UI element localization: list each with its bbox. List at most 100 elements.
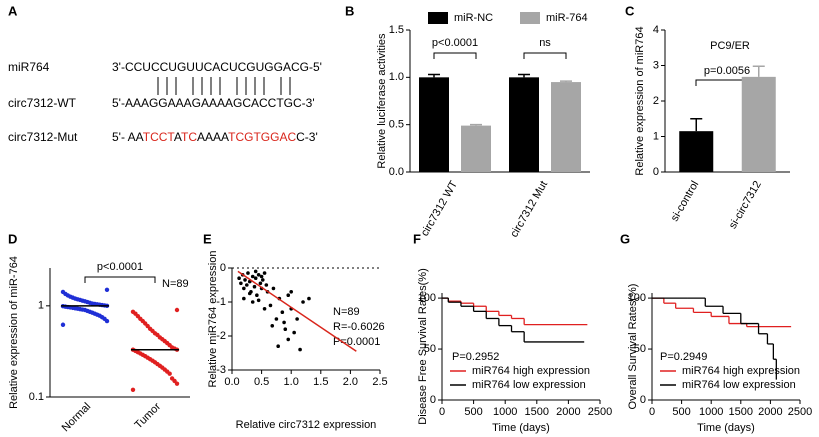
annotation: p<0.0001 [432, 37, 478, 49]
panel-label: A [8, 3, 18, 18]
x-tick-label: Normal [60, 401, 94, 435]
y-tick-label: 4 [653, 24, 659, 36]
legend-label: miR764 low expression [472, 379, 586, 391]
panel-label: B [345, 3, 354, 18]
annotation: P=0.0001 [333, 336, 380, 348]
panel-label: C [625, 3, 635, 18]
annotation: P=0.2952 [452, 351, 499, 363]
data-point [130, 309, 136, 315]
data-point [242, 296, 246, 301]
y-axis-label: Relative miR764 expression [207, 251, 219, 388]
y-tick-label: -1 [216, 296, 226, 308]
y-tick-label: 3 [653, 59, 659, 71]
x-tick-label: 1500 [729, 406, 753, 418]
x-tick-label: 2000 [556, 406, 580, 418]
data-point [104, 287, 110, 292]
data-point [268, 303, 273, 308]
x-axis-label: Time (days) [492, 422, 550, 434]
data-point [271, 286, 276, 291]
x-tick-label: 2500 [588, 406, 612, 418]
x-axis-label: Time (days) [697, 422, 755, 434]
sequence-name: circ7312-WT [8, 96, 77, 110]
x-tick-label: 500 [464, 406, 482, 418]
significance-bracket [433, 52, 477, 59]
panel-label: E [203, 231, 212, 246]
data-point [282, 320, 286, 325]
data-point [252, 284, 257, 289]
y-axis-label: Disease Free Survival Rates(%) [417, 268, 429, 425]
significance-bracket [523, 52, 567, 59]
annotation: P=0.2949 [660, 351, 707, 363]
x-tick-label: 1000 [699, 406, 723, 418]
data-point [264, 283, 269, 287]
legend-label: miR764 low expression [682, 379, 796, 391]
x-tick-label: 2500 [788, 406, 812, 418]
x-tick-label: 1000 [493, 406, 517, 418]
sequence-segment: TCCT [143, 130, 176, 144]
x-tick-label: si-circ7312 [727, 179, 764, 231]
y-axis-label: Relative expression of miR-764 [8, 256, 20, 409]
data-point [253, 276, 258, 281]
annotation: R=-0.6026 [333, 321, 385, 333]
sequence: 3'-CCUCCUGUUCACUCGUGGACG-5' [112, 60, 322, 74]
sequence-segment: TCGTGGAC [228, 130, 296, 144]
y-tick-label: 0.5 [389, 119, 404, 131]
data-point [289, 290, 294, 294]
x-tick-label: circ7312 Mut [508, 179, 550, 240]
error-bar [518, 73, 530, 78]
bar [551, 82, 581, 172]
x-tick-label: 0.0 [224, 376, 239, 388]
data-point [276, 344, 280, 349]
legend-label: miR-764 [546, 12, 588, 24]
y-tick-label: 2 [653, 95, 659, 107]
data-point [242, 286, 246, 291]
x-tick-label: 2.0 [343, 376, 358, 388]
data-point [247, 291, 252, 296]
data-point [292, 330, 296, 335]
data-point [262, 271, 267, 275]
x-tick-label: 1500 [525, 406, 549, 418]
data-point [174, 307, 180, 313]
sequence: 5'- AATCCTATCAAAATCGTGGACC-3' [112, 130, 318, 144]
chart-title: PC9/ER [710, 40, 750, 52]
y-tick-label: 1 [653, 130, 659, 142]
data-point [298, 347, 302, 352]
x-tick-label: si-control [669, 179, 702, 224]
sequence-segment: 5'-AAAGGAAAGAAAAGCACCTGC-3' [112, 96, 315, 110]
data-point [270, 324, 275, 328]
x-tick-label: 2000 [758, 406, 782, 418]
data-point [60, 322, 66, 327]
bar [741, 76, 776, 172]
annotation: N=89 [162, 278, 189, 290]
sequence-segment: AAAA [197, 130, 229, 144]
data-point [258, 281, 263, 286]
annotation: ns [539, 37, 551, 49]
y-tick-label: 0 [220, 262, 226, 274]
error-bar [752, 65, 765, 77]
y-tick-label: 0 [640, 394, 646, 406]
y-tick-label: 0.1 [29, 391, 44, 403]
x-tick-label: 1.0 [284, 376, 299, 388]
data-point [243, 278, 247, 282]
significance-bracket [84, 276, 156, 283]
x-tick-label: 0 [439, 406, 445, 418]
sequence-segment: C-3' [296, 130, 318, 144]
pairing-lines [157, 77, 291, 95]
sequence-segment: TC [181, 130, 197, 144]
data-point [283, 327, 288, 332]
panel-label: D [8, 231, 17, 246]
error-bar [690, 118, 703, 132]
y-axis-label: Relative luciferase activities [376, 33, 388, 169]
data-point [253, 269, 258, 274]
data-point [250, 300, 255, 304]
panel-label: G [620, 231, 630, 246]
panel-label: F [413, 231, 421, 246]
data-point [286, 293, 291, 298]
x-axis-label: Relative circ7312 expression [236, 419, 377, 431]
x-tick-label: 0 [649, 406, 655, 418]
error-bar [428, 73, 440, 78]
data-point [246, 271, 250, 275]
data-point [280, 310, 285, 315]
data-point [295, 317, 299, 321]
data-point [237, 276, 241, 281]
